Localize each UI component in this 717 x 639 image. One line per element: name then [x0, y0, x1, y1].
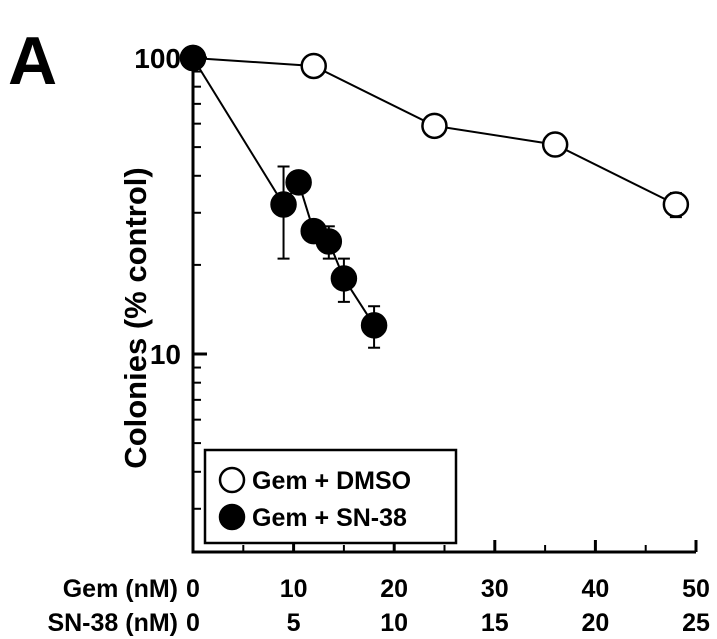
tick-labels: 100 10 Gem (nM) 0 10 20 30 40 50 SN-38 (nM) 0 5 10 15… [47, 43, 710, 637]
x-tick-label: 5 [287, 609, 301, 637]
x-tick-label: 0 [186, 609, 200, 637]
x-tick-label: 10 [380, 609, 408, 637]
data-point [421, 112, 448, 140]
x-tick-label: 20 [380, 575, 408, 603]
legend-label-dmso: Gem + DMSO [252, 467, 411, 495]
x-tick-label: 10 [280, 575, 308, 603]
data-point [285, 169, 312, 196]
data-point [315, 228, 343, 255]
legend-label-sn38: Gem + SN-38 [252, 504, 407, 532]
x-tick-label: 50 [682, 575, 710, 603]
x-tick-label: 20 [581, 609, 609, 637]
x-axis-name: Gem (nM) [63, 575, 178, 603]
x-axis-name: SN-38 (nM) [47, 609, 178, 637]
data-points [179, 44, 690, 339]
x-tick-label: 40 [581, 575, 609, 603]
legend: Gem + DMSO Gem + SN-38 [203, 448, 458, 545]
y-axis-label: Colonies (% control) [118, 167, 153, 468]
legend-marker-dmso [218, 466, 246, 494]
x-tick-label: 30 [481, 575, 509, 603]
legend-marker-sn38 [218, 503, 246, 531]
legend-box [203, 448, 458, 545]
panel-label: A [8, 23, 57, 99]
series-lines [192, 57, 677, 326]
data-point [330, 265, 358, 292]
data-point [179, 44, 207, 72]
data-point [300, 52, 327, 80]
data-point [541, 131, 569, 158]
data-point [360, 312, 388, 339]
y-tick-label: 100 [134, 43, 181, 74]
data-point [270, 191, 297, 218]
data-point [662, 191, 690, 218]
y-tick-label: 10 [150, 339, 181, 370]
x-tick-label: 0 [186, 575, 200, 603]
x-tick-label: 25 [682, 609, 710, 637]
x-tick-label: 15 [481, 609, 509, 637]
axes [191, 52, 698, 554]
